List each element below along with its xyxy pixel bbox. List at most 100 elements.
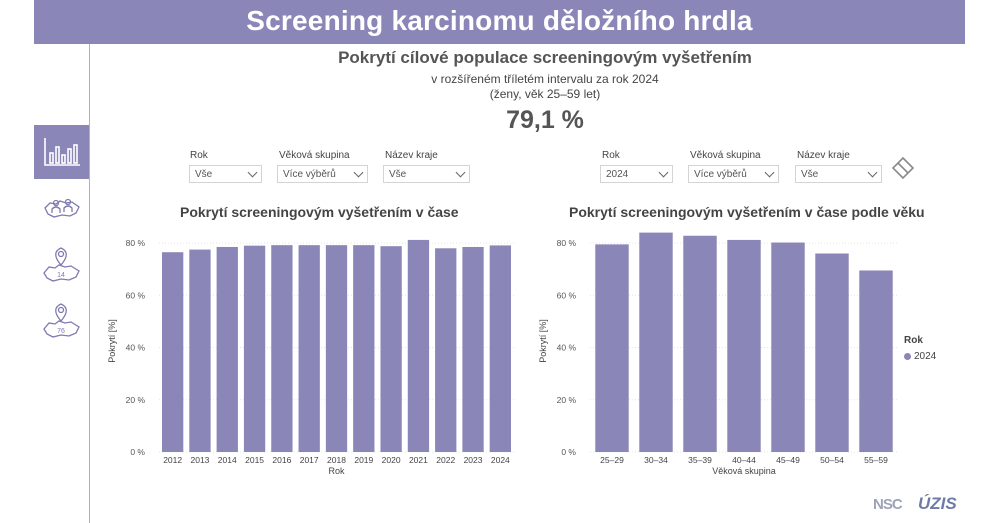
age-bar-25–29[interactable] [595,244,629,452]
age-ylabel: Pokrytí [%] [538,319,548,363]
filter-vek-right-select[interactable]: Více výběrů [688,165,779,183]
map-pin-icon: 76 [42,303,80,338]
map-pin-icon: 14 [42,247,80,282]
time-bar-2022[interactable] [435,248,457,452]
time-bar-2013[interactable] [189,249,211,452]
chart-title-time: Pokrytí screeningovým vyšetřením v čase [180,204,459,220]
age-bar-35–39[interactable] [683,235,717,452]
legend-title: Rok [904,335,923,346]
age-ytick-label: 20 % [557,395,577,405]
legend-item-2024[interactable]: 2024 [904,351,936,362]
filter-rok-value: Vše [195,169,213,180]
filter-vek-value: Více výběrů [283,169,336,180]
kpi-value: 79,1 % [506,106,584,134]
filter-rok-right-value: 2024 [606,169,629,180]
nav-item-chart[interactable] [34,125,89,179]
filter-rok-select[interactable]: Vše [189,165,262,183]
time-ylabel: Pokrytí [%] [107,319,117,363]
bar-chart-icon [43,138,80,166]
filter-kraj-select[interactable]: Vše [383,165,470,183]
time-ytick-label: 60 % [126,290,146,300]
filter-label-vek: Věková skupina [279,150,350,161]
chart-title-age: Pokrytí screeningovým vyšetřením v čase … [569,204,925,220]
age-xlabel: Věková skupina [712,466,776,476]
age-bar-30–34[interactable] [639,232,673,452]
age-ytick-label: 0 % [561,447,576,457]
time-xtick-label: 2016 [272,455,291,465]
header-bar [34,0,965,44]
time-xtick-label: 2012 [163,455,182,465]
time-xtick-label: 2013 [191,455,210,465]
age-xtick-label: 25–29 [600,455,624,465]
time-xlabel: Rok [328,466,345,476]
time-bar-2015[interactable] [243,245,266,452]
age-bar-45–49[interactable] [771,242,805,452]
filter-label-rok-right: Rok [602,150,620,161]
kpi-title: Pokrytí cílové populace screeningovým vy… [338,48,752,67]
time-xtick-label: 2020 [382,455,401,465]
age-xtick-label: 50–54 [820,455,844,465]
legend-swatch [904,353,911,360]
age-xtick-label: 30–34 [644,455,668,465]
badge-76: 76 [57,328,65,335]
age-xtick-label: 35–39 [688,455,712,465]
filter-vek-select[interactable]: Více výběrů [277,165,368,183]
filter-kraj-right-select[interactable]: Vše [795,165,882,183]
time-bar-2023[interactable] [462,246,484,452]
time-bar-2017[interactable] [298,245,320,452]
sidebar-divider [89,44,90,523]
age-xtick-label: 55–59 [864,455,888,465]
age-bar-40–44[interactable] [727,239,761,452]
time-bar-2012[interactable] [162,252,184,452]
time-bar-2016[interactable] [271,245,293,452]
time-xtick-label: 2017 [300,455,319,465]
time-xtick-label: 2015 [245,455,264,465]
time-ytick-label: 80 % [126,238,146,248]
age-bar-55–59[interactable] [859,270,893,452]
age-xtick-label: 45–49 [776,455,800,465]
filter-kraj-right-value: Vše [801,169,819,180]
time-xtick-label: 2014 [218,455,237,465]
time-ytick-label: 20 % [126,395,146,405]
time-bar-2018[interactable] [325,245,348,452]
time-bar-2019[interactable] [353,245,375,452]
filter-label-kraj-right: Název kraje [797,150,850,161]
time-bar-2014[interactable] [216,246,238,452]
uzis-logo: ÚZIS [918,494,957,513]
age-xtick-label: 40–44 [732,455,756,465]
filter-kraj-value: Vše [389,169,407,180]
page-title: Screening karcinomu děložního hrdla [246,5,753,36]
time-xtick-label: 2022 [436,455,455,465]
time-bar-2020[interactable] [380,246,402,452]
kpi-subtitle: v rozšířeném tříletém intervalu za rok 2… [431,72,659,86]
nav-item-regions[interactable] [34,181,89,235]
time-ytick-label: 40 % [126,343,146,353]
age-ytick-label: 60 % [557,290,577,300]
time-xtick-label: 2019 [354,455,373,465]
badge-14: 14 [57,272,65,279]
nsc-logo: NSC [873,496,903,513]
time-bar-2021[interactable] [407,239,430,452]
time-xtick-label: 2024 [491,455,510,465]
kpi-population-note: (ženy, věk 25–59 let) [489,87,601,101]
filter-label-vek-right: Věková skupina [690,150,761,161]
nav-item-districts-14[interactable]: 14 [34,237,89,291]
age-bar-50–54[interactable] [815,253,849,452]
eraser-icon[interactable] [891,156,915,180]
age-ytick-label: 40 % [557,343,577,353]
time-bar-2024[interactable] [489,245,511,452]
time-xtick-label: 2018 [327,455,346,465]
time-xtick-label: 2021 [409,455,428,465]
filter-label-rok: Rok [190,150,208,161]
filter-rok-right-select[interactable]: 2024 [600,165,673,183]
nav-item-districts-76[interactable]: 76 [34,293,89,347]
filter-label-kraj: Název kraje [385,150,438,161]
time-ytick-label: 0 % [130,447,145,457]
time-xtick-label: 2023 [464,455,483,465]
filter-vek-right-value: Více výběrů [694,169,747,180]
legend-label: 2024 [914,351,937,362]
age-ytick-label: 80 % [557,238,577,248]
people-map-icon [43,198,80,218]
